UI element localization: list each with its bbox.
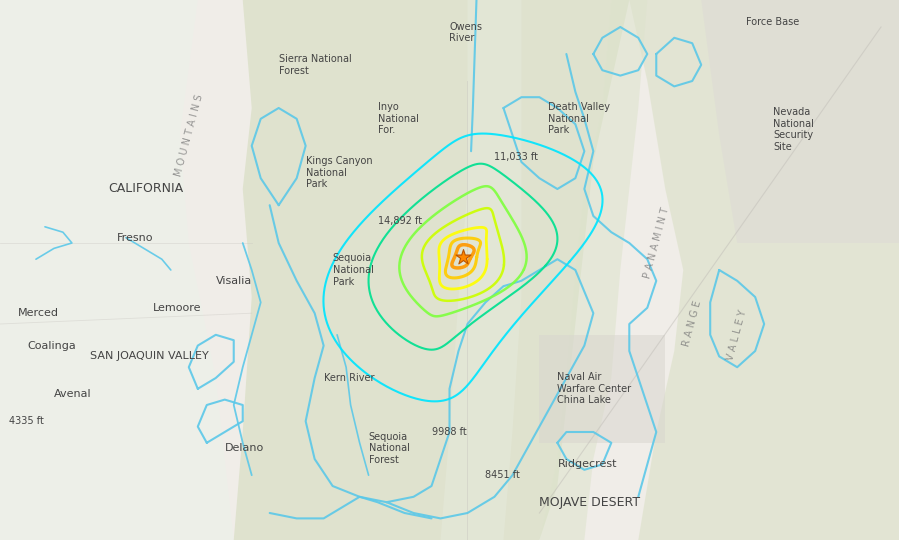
Text: Visalia: Visalia	[216, 276, 252, 286]
Text: Sequoia
National
Forest: Sequoia National Forest	[369, 431, 409, 465]
Polygon shape	[234, 0, 629, 540]
Text: 4335 ft: 4335 ft	[9, 416, 44, 426]
Text: Nevada
National
Security
Site: Nevada National Security Site	[773, 107, 814, 152]
Polygon shape	[701, 0, 899, 243]
Point	[456, 252, 470, 261]
Text: Lemoore: Lemoore	[153, 303, 201, 313]
Text: V A L L E Y: V A L L E Y	[725, 308, 749, 361]
Text: Death Valley
National
Park: Death Valley National Park	[548, 102, 610, 136]
Text: Sequoia
National
Park: Sequoia National Park	[333, 253, 373, 287]
Text: CALIFORNIA: CALIFORNIA	[108, 183, 183, 195]
Text: 9988 ft: 9988 ft	[432, 427, 467, 437]
Text: MOJAVE DESERT: MOJAVE DESERT	[539, 496, 640, 509]
Text: Coalinga: Coalinga	[27, 341, 76, 350]
Text: 8451 ft: 8451 ft	[485, 470, 521, 480]
Text: P A N A M I N T: P A N A M I N T	[642, 206, 671, 280]
Text: Kings Canyon
National
Park: Kings Canyon National Park	[306, 156, 372, 190]
Polygon shape	[629, 0, 899, 540]
Text: Kern River: Kern River	[324, 373, 374, 383]
Text: Naval Air
Warfare Center
China Lake: Naval Air Warfare Center China Lake	[557, 372, 631, 406]
Polygon shape	[441, 0, 521, 540]
Text: Force Base: Force Base	[746, 17, 799, 26]
Text: Merced: Merced	[18, 308, 59, 318]
Text: R A N G E: R A N G E	[681, 300, 703, 348]
Text: Delano: Delano	[225, 443, 264, 453]
Text: SAN JOAQUIN VALLEY: SAN JOAQUIN VALLEY	[90, 352, 209, 361]
Polygon shape	[539, 0, 647, 540]
Text: Owens
River: Owens River	[450, 22, 483, 43]
Polygon shape	[0, 0, 234, 540]
Text: Ridgecrest: Ridgecrest	[557, 460, 617, 469]
Text: 14,892 ft: 14,892 ft	[378, 217, 422, 226]
Text: 11,033 ft: 11,033 ft	[494, 152, 539, 161]
Text: M O U N T A I N S: M O U N T A I N S	[173, 93, 205, 177]
Text: Inyo
National
For.: Inyo National For.	[378, 102, 418, 136]
Polygon shape	[539, 335, 665, 443]
Text: Fresno: Fresno	[117, 233, 154, 242]
Text: Sierra National
Forest: Sierra National Forest	[279, 54, 352, 76]
Text: Avenal: Avenal	[54, 389, 92, 399]
